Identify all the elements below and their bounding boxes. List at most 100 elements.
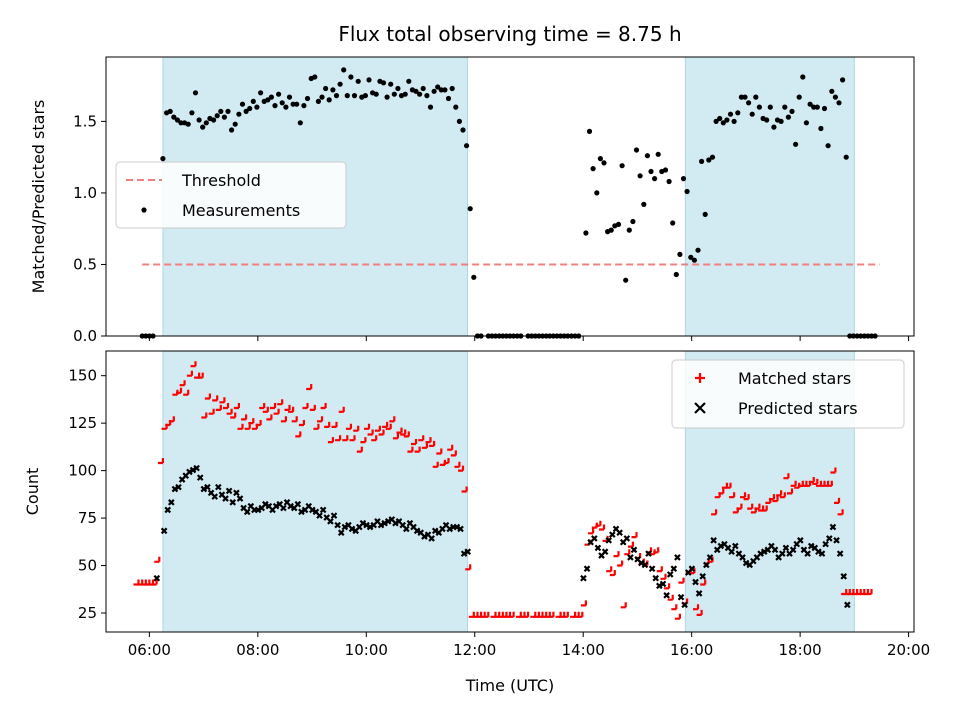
data-point (670, 565, 678, 573)
data-point (461, 486, 468, 493)
data-point (333, 93, 340, 99)
data-point (548, 611, 555, 618)
data-point (594, 544, 602, 552)
data-point (789, 546, 797, 554)
data-point (837, 509, 844, 516)
data-point (413, 88, 419, 94)
data-point (662, 167, 669, 173)
data-point (236, 111, 242, 117)
data-point (154, 556, 161, 563)
data-point (638, 559, 645, 567)
series-measurements (139, 67, 878, 339)
data-point (754, 503, 761, 510)
data-point (171, 485, 179, 493)
data-point (465, 564, 472, 571)
data-point (243, 508, 251, 516)
data-point (467, 206, 473, 212)
data-point (424, 93, 430, 99)
data-point (454, 461, 461, 468)
data-point (265, 97, 271, 103)
data-point (811, 104, 817, 110)
data-point (411, 439, 418, 446)
data-point (608, 227, 614, 233)
data-point (384, 518, 392, 525)
data-point (174, 117, 180, 123)
data-point (200, 485, 208, 493)
legend-box (671, 359, 905, 429)
data-point (186, 370, 193, 377)
data-point (826, 535, 833, 542)
data-point (327, 437, 334, 444)
data-point (280, 504, 287, 512)
data-point (222, 495, 229, 502)
data-point (403, 525, 410, 533)
legend: Matched stars Predicted stars (671, 359, 905, 429)
data-point (349, 435, 356, 442)
data-point (821, 105, 828, 112)
data-point (331, 421, 338, 428)
data-point (196, 474, 204, 481)
data-point (659, 580, 667, 588)
data-point (221, 114, 227, 120)
data-point (193, 464, 200, 472)
data-point (359, 519, 367, 527)
data-point (615, 221, 622, 227)
data-point (420, 85, 426, 92)
data-point (609, 531, 616, 538)
data-point (673, 271, 679, 278)
data-point (641, 201, 647, 207)
data-point (374, 425, 381, 432)
data-point (678, 577, 685, 584)
data-point (458, 465, 465, 472)
data-point (508, 611, 515, 618)
data-point (613, 551, 620, 558)
legend-label: Threshold (181, 171, 261, 190)
data-point (371, 435, 378, 442)
data-point (699, 158, 705, 164)
data-point (666, 178, 672, 185)
data-point (645, 550, 652, 557)
data-point (239, 101, 246, 107)
data-point (637, 173, 643, 179)
data-point (586, 128, 593, 134)
data-point (724, 117, 730, 123)
data-point (348, 525, 356, 533)
data-point (211, 117, 217, 123)
data-point (366, 77, 372, 83)
data-point (385, 423, 392, 430)
data-point (793, 141, 799, 147)
data-point (606, 566, 613, 573)
data-point (247, 105, 253, 112)
data-point (782, 104, 788, 110)
data-point (523, 611, 530, 618)
data-point (200, 124, 206, 130)
data-point (742, 559, 750, 567)
data-point (273, 408, 280, 415)
data-point (601, 548, 609, 556)
data-point (294, 500, 302, 508)
data-point (681, 601, 688, 609)
data-point (833, 537, 840, 544)
data-point (729, 492, 736, 499)
data-point (616, 529, 623, 537)
data-point (706, 157, 712, 163)
data-point (225, 108, 231, 114)
data-point (706, 554, 714, 561)
data-point (807, 101, 813, 107)
data-point (297, 120, 303, 126)
data-point (666, 571, 674, 578)
data-point (294, 101, 300, 107)
axes-frame (105, 350, 915, 633)
data-point (425, 437, 432, 444)
x-tick-label: 18:00 (779, 641, 822, 659)
data-point (699, 573, 707, 580)
data-point (215, 483, 222, 491)
data-point (599, 524, 606, 531)
data-point (298, 420, 305, 427)
data-point (280, 416, 287, 423)
data-point (341, 67, 347, 73)
data-point (197, 372, 204, 379)
data-point (301, 103, 307, 109)
legend-label: Matched stars (738, 369, 851, 388)
data-point (670, 220, 676, 226)
